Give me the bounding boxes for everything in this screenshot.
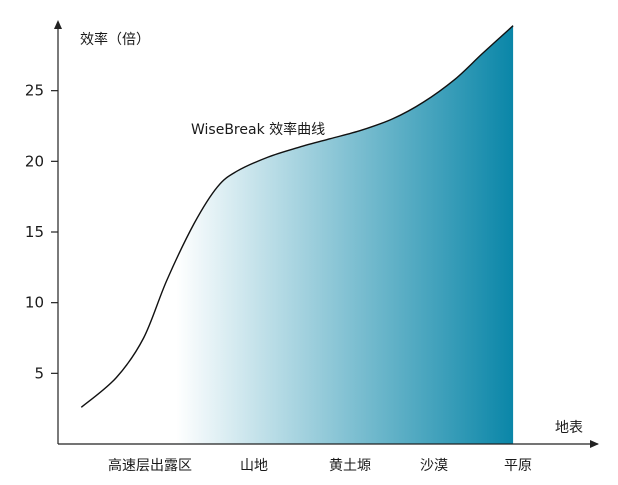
y-tick-label: 20 [25,152,44,170]
y-tick-label: 15 [25,223,44,241]
efficiency-area [81,25,514,444]
y-tick-label: 25 [25,82,44,100]
x-category-label: 黄土塬 [329,457,371,474]
curve-annotation: WiseBreak 效率曲线 [191,121,325,138]
x-axis-arrow-icon [590,440,599,448]
y-tick-label: 10 [25,294,44,312]
x-category-label: 山地 [240,458,268,474]
y-tick-label: 5 [34,364,44,382]
x-category-label: 沙漠 [420,458,448,474]
x-category-label: 高速层出露区 [108,457,192,474]
y-axis-title: 效率（倍） [80,31,150,48]
efficiency-curve-line [80,25,514,408]
x-axis-title: 地表 [555,420,583,436]
y-axis-arrow-icon [54,20,62,29]
x-category-label: 平原 [504,458,532,474]
